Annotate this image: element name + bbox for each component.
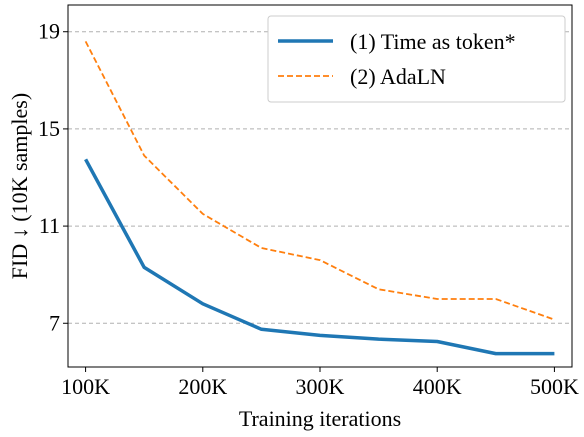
y-axis: 7 11 15 19 — [38, 19, 68, 335]
y-tick-label: 15 — [38, 116, 60, 141]
series-line-1 — [84, 158, 555, 356]
legend-box — [267, 15, 566, 103]
y-tick-label: 7 — [49, 310, 60, 335]
y-tick-label: 19 — [38, 19, 60, 44]
y-tick-label: 11 — [39, 213, 60, 238]
x-axis: 100K 200K 300K 400K 500K — [61, 367, 579, 399]
legend: (1) Time as token* (2) AdaLN — [267, 15, 566, 103]
y-axis-label: FID ↓ (10K samples) — [7, 93, 32, 279]
series-line-2 — [84, 40, 555, 321]
legend-label-1: (1) Time as token* — [350, 29, 516, 54]
x-tick-label: 100K — [61, 374, 110, 399]
x-tick-label: 200K — [178, 374, 227, 399]
x-axis-label: Training iterations — [239, 406, 401, 431]
legend-label-2: (2) AdaLN — [350, 64, 446, 89]
x-tick-label: 500K — [530, 374, 579, 399]
x-tick-label: 400K — [413, 374, 462, 399]
series-layer — [84, 40, 555, 356]
x-tick-label: 300K — [296, 374, 345, 399]
